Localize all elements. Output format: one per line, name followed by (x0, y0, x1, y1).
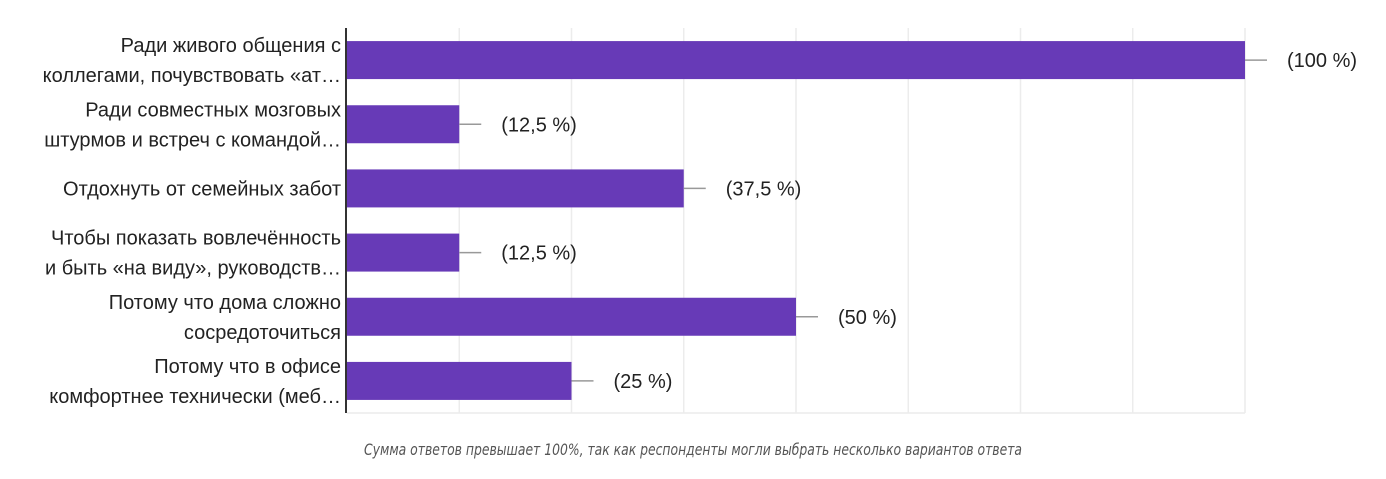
category-label: Ради совместных мозговых штурмов и встреч… (44, 99, 341, 151)
data-label: (37,5 %) (726, 178, 802, 200)
category-label-line: коллегами, почувствовать «ат… (43, 65, 341, 87)
category-label: Чтобы показать вовлечённость и быть «на в… (45, 228, 341, 280)
data-label: (25 %) (614, 371, 673, 393)
category-label-line: и быть «на виду», руководств… (45, 258, 341, 280)
category-label-line: сосредоточиться (184, 322, 341, 344)
bar (347, 41, 1245, 80)
category-label-line: штурмов и встреч с командой… (44, 129, 341, 151)
bar (347, 297, 796, 336)
data-label: (100 %) (1287, 50, 1357, 72)
bar (347, 361, 572, 400)
category-label-line: Потому что дома сложно (109, 292, 341, 314)
category-label-line: Потому что в офисе (154, 356, 341, 378)
data-label: (12,5 %) (501, 114, 577, 136)
category-label-line: Ради совместных мозговых (85, 99, 341, 121)
category-label: Потому что дома сложно сосредоточиться (109, 292, 341, 344)
bar (347, 105, 460, 144)
bar (347, 233, 460, 272)
category-label-line: Ради живого общения с (121, 35, 341, 57)
category-label-line: комфортнее технически (меб… (49, 386, 341, 408)
category-label: Отдохнуть от семейных забот (63, 178, 341, 200)
category-label-line: Отдохнуть от семейных забот (63, 178, 341, 200)
data-label: (50 %) (838, 307, 897, 329)
chart-caption: Сумма ответов превышает 100%, так как ре… (364, 440, 1022, 459)
data-label: (12,5 %) (501, 243, 577, 265)
category-label-line: Чтобы показать вовлечённость (51, 228, 341, 250)
category-label: Ради живого общения с коллегами, почувств… (43, 35, 341, 87)
category-label: Потому что в офисе комфортнее технически … (49, 356, 341, 408)
bar (347, 169, 684, 208)
